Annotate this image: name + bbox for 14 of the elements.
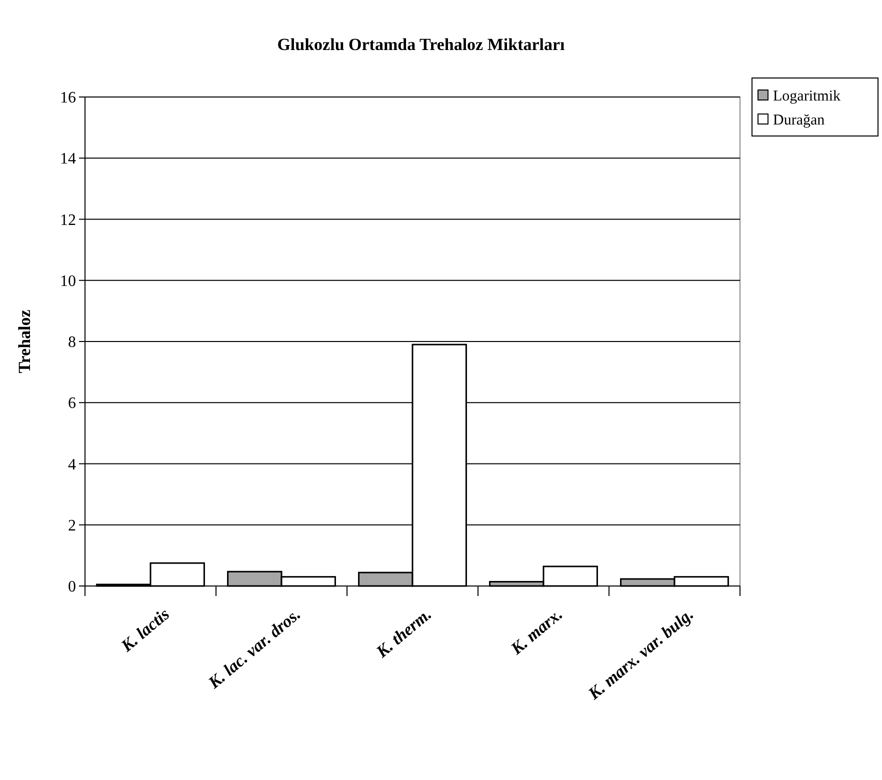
y-tick-label: 12 (60, 212, 76, 229)
x-tick-label: K. lac. var. dros. (204, 604, 304, 693)
y-tick-label: 10 (60, 272, 76, 290)
y-tick-label: 8 (68, 334, 76, 352)
y-axis-title: Trehaloz (15, 309, 34, 374)
legend-label: Logaritmik (773, 88, 841, 104)
y-tick-label: 16 (60, 90, 76, 107)
legend-label: Durağan (773, 112, 826, 128)
y-tick-label: 6 (68, 395, 76, 412)
y-tick-label: 2 (68, 517, 76, 534)
y-tick-label: 14 (60, 150, 76, 168)
y-tick-label: 0 (68, 578, 76, 596)
chart-title: Glukozlu Ortamda Trehaloz Miktarları (277, 35, 566, 54)
y-tick-label: 4 (68, 456, 76, 474)
